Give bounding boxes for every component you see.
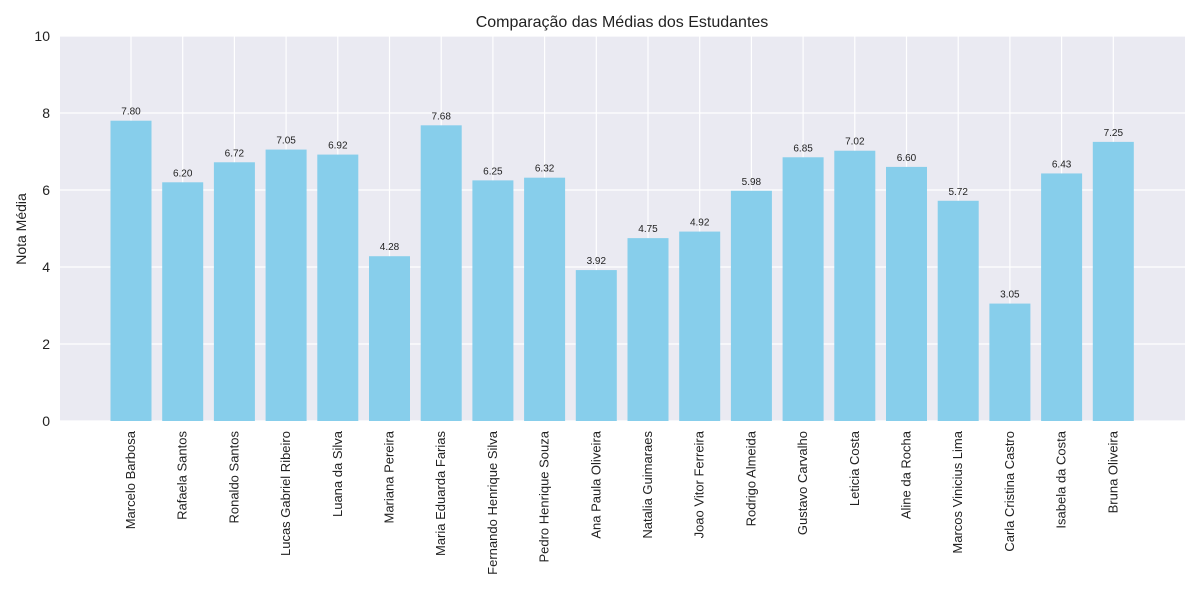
bar — [627, 238, 669, 421]
x-tick-label: Rodrigo Almeida — [743, 430, 758, 526]
x-tick-label: Lucas Gabriel Ribeiro — [278, 431, 293, 556]
x-tick-label: Natalia Guimaraes — [640, 431, 655, 539]
bar-value-label: 6.72 — [225, 148, 245, 159]
x-tick-label: Joao Vitor Ferreira — [692, 430, 707, 538]
bar — [472, 180, 514, 421]
bar-value-label: 7.02 — [845, 137, 865, 148]
bar — [679, 231, 721, 421]
bar — [420, 125, 462, 421]
bar — [524, 177, 566, 421]
bar-value-label: 4.28 — [380, 242, 400, 253]
y-axis-label: Nota Média — [13, 193, 29, 265]
bar-value-label: 6.32 — [535, 164, 555, 175]
x-tick-label: Marcos Vinicius Lima — [950, 430, 965, 553]
y-tick-label: 2 — [42, 336, 50, 352]
bar — [162, 182, 204, 421]
y-axis-ticks: 0 2 4 6 8 10 — [34, 28, 50, 429]
bar — [110, 120, 152, 421]
bar — [213, 162, 255, 421]
y-tick-label: 4 — [42, 259, 50, 275]
bar — [730, 190, 772, 421]
bar — [937, 200, 979, 421]
x-tick-label: Gustavo Carvalho — [795, 431, 810, 535]
bar — [989, 303, 1031, 421]
x-tick-label: Maria Eduarda Farias — [433, 431, 448, 556]
bar-value-label: 7.80 — [121, 107, 141, 118]
y-tick-label: 8 — [42, 105, 50, 121]
bar — [782, 157, 824, 421]
bar — [1092, 141, 1134, 421]
x-tick-label: Isabela da Costa — [1054, 430, 1069, 528]
bar-value-label: 3.92 — [587, 256, 607, 267]
bar-value-label: 6.43 — [1052, 159, 1072, 170]
x-tick-label: Fernando Henrique Silva — [485, 430, 500, 575]
x-tick-label: Ana Paula Oliveira — [588, 430, 603, 538]
x-tick-label: Marcelo Barbosa — [123, 430, 138, 529]
bar-value-label: 6.92 — [328, 141, 348, 152]
x-tick-label: Bruna Oliveira — [1105, 430, 1120, 513]
bar-value-label: 7.05 — [276, 136, 296, 147]
x-axis-ticks: Marcelo Barbosa Rafaela Santos Ronaldo San… — [123, 430, 1120, 575]
bar-value-label: 4.75 — [638, 224, 658, 235]
bar — [886, 166, 927, 421]
x-tick-label: Luana da Silva — [330, 430, 345, 517]
bar — [1041, 173, 1083, 421]
bar-value-label: 7.25 — [1104, 128, 1124, 139]
bar — [265, 149, 307, 421]
value-labels-group: 7.80 6.20 6.72 7.05 6.92 4.28 7.68 6.25 6.32 3.92… — [121, 107, 1123, 301]
y-tick-label: 0 — [42, 413, 50, 429]
x-tick-label: Mariana Pereira — [382, 430, 397, 523]
bar-value-label: 6.20 — [173, 168, 193, 179]
x-tick-label: Rafaela Santos — [175, 431, 190, 520]
bar-value-label: 4.92 — [690, 218, 710, 229]
chart-title: Comparação das Médias dos Estudantes — [476, 14, 769, 31]
y-tick-label: 6 — [42, 182, 50, 198]
x-tick-label: Carla Cristina Castro — [1002, 431, 1017, 552]
bar-value-label: 6.25 — [483, 166, 503, 177]
bar — [369, 256, 410, 421]
bar-value-label: 6.85 — [793, 143, 813, 154]
bar — [317, 154, 359, 421]
bar-value-label: 5.72 — [948, 187, 968, 198]
x-tick-label: Leticia Costa — [847, 430, 862, 506]
bar-value-label: 5.98 — [742, 177, 762, 188]
y-tick-label: 10 — [34, 28, 50, 44]
bar — [834, 150, 876, 422]
bars-group — [110, 120, 1134, 422]
bar-value-label: 7.68 — [431, 111, 451, 122]
bar-value-label: 6.60 — [897, 153, 917, 164]
x-tick-label: Pedro Henrique Souza — [537, 430, 552, 562]
bar-value-label: 3.05 — [1000, 290, 1020, 301]
bar — [575, 270, 617, 421]
x-tick-label: Aline da Rocha — [899, 430, 914, 519]
x-tick-label: Ronaldo Santos — [226, 431, 241, 524]
